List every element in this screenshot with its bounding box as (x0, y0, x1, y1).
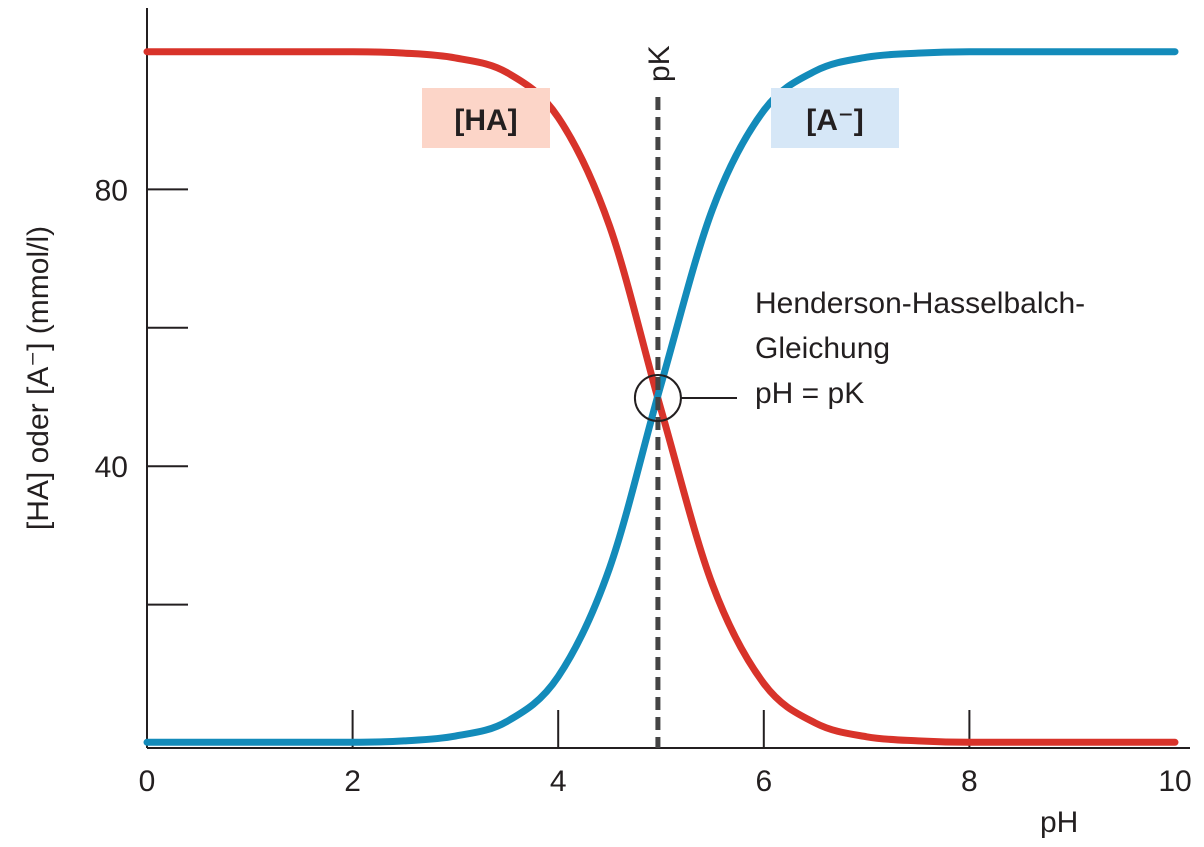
x-tick-label: 4 (550, 765, 567, 798)
x-tick-label: 2 (344, 765, 361, 798)
curve-labels: [HA] [A⁻] (422, 88, 899, 148)
label-bg-a (771, 88, 899, 148)
x-tick-label: 6 (755, 765, 772, 798)
annotation-line-2: Gleichung (755, 332, 890, 365)
series-a-line (143, 48, 1179, 746)
pk-group: pK (643, 45, 676, 748)
annotation: Henderson-Hasselbalch- Gleichung pH = pK (633, 287, 1085, 422)
y-tick-label: 80 (95, 174, 128, 207)
label-a: [A⁻] (806, 104, 863, 137)
annotation-line-1: Henderson-Hasselbalch- (755, 287, 1085, 320)
x-tick-label: 0 (139, 765, 156, 798)
x-tick-label: 8 (961, 765, 978, 798)
pk-label: pK (643, 45, 676, 82)
tick-labels: 0 2 4 6 8 10 40 80 (95, 174, 1192, 798)
series-ha-line (143, 48, 1179, 746)
axes (146, 8, 1190, 749)
y-axis-title: [HA] oder [A⁻] (mmol/l) (22, 226, 55, 530)
x-axis-title: pH (1040, 806, 1078, 839)
series-group (143, 48, 1179, 746)
label-bg-ha (422, 88, 550, 148)
label-ha: [HA] (454, 104, 517, 137)
y-tick-label: 40 (95, 451, 128, 484)
ticks (147, 188, 971, 748)
annotation-line-3: pH = pK (755, 377, 864, 410)
x-tick-label: 10 (1158, 765, 1191, 798)
